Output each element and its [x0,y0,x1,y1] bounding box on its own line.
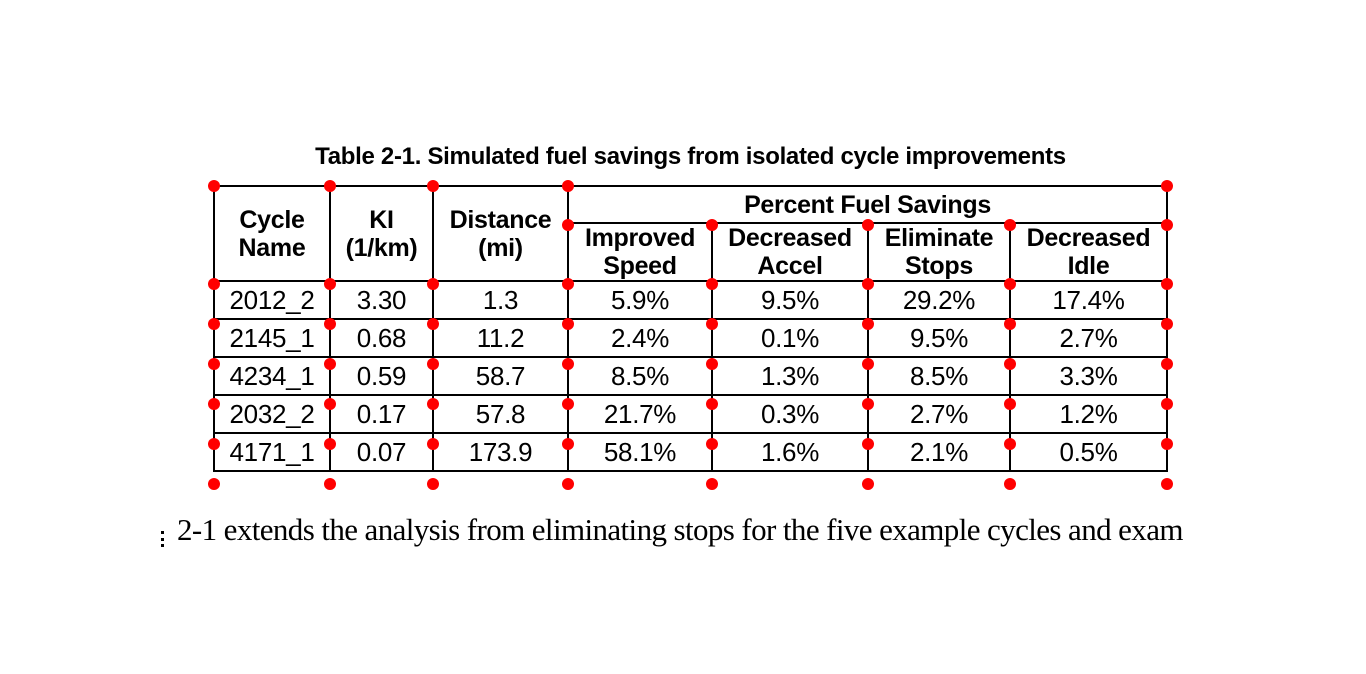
table-cell: 2032_2 [213,394,331,434]
corner-dot [324,478,336,490]
table-cell: 58.1% [567,432,713,472]
table-cell: 3.3% [1009,356,1168,396]
col-header-cycle-name: Cycle Name [213,185,331,282]
col-header-percent-fuel-savings: Percent Fuel Savings [567,185,1168,224]
table-row: 2032_2 0.17 57.8 21.7% 0.3% 2.7% 1.2% [213,394,1168,434]
table-cell: 9.5% [867,318,1011,358]
table-body: 2012_2 3.30 1.3 5.9% 9.5% 29.2% 17.4% 2145_1 0.6… [213,280,1168,472]
table-cell: 4234_1 [213,356,331,396]
col-header-eliminate-stops: Eliminate Stops [867,222,1011,282]
table-row: 4171_1 0.07 173.9 58.1% 1.6% 2.1% 0.5% [213,432,1168,472]
table-cell: 8.5% [567,356,713,396]
header-row-sub: Improved Speed Decreased Accel Eliminate… [214,222,1168,282]
fuel-savings-table: Cycle Name KI (1/km) Distance (mi) Perce… [213,185,1168,472]
col-header-improved-speed: Improved Speed [567,222,713,282]
table-cell: 2.7% [1009,318,1168,358]
table-cell: 0.5% [1009,432,1168,472]
table-row: 2012_2 3.30 1.3 5.9% 9.5% 29.2% 17.4% [213,280,1168,320]
table-cell: 0.07 [329,432,434,472]
table-cell: 2.7% [867,394,1011,434]
table-cell: 0.17 [329,394,434,434]
col-header-decreased-accel: Decreased Accel [711,222,869,282]
corner-dot [1004,478,1016,490]
table-cell: 21.7% [567,394,713,434]
table-row: 4234_1 0.59 58.7 8.5% 1.3% 8.5% 3.3% [213,356,1168,396]
table-cell: 2145_1 [213,318,331,358]
corner-dot [862,478,874,490]
clipped-character-fragment [161,531,164,547]
table-cell: 1.2% [1009,394,1168,434]
table-cell: 58.7 [432,356,569,396]
corner-dot [427,478,439,490]
table-cell: 3.30 [329,280,434,320]
corner-dot [1161,478,1173,490]
table-cell: 0.68 [329,318,434,358]
table-cell: 57.8 [432,394,569,434]
table-cell: 1.6% [711,432,869,472]
col-header-decreased-idle: Decreased Idle [1009,222,1168,282]
table-row: 2145_1 0.68 11.2 2.4% 0.1% 9.5% 2.7% [213,318,1168,358]
table-cell: 2012_2 [213,280,331,320]
corner-dot [208,478,220,490]
table-cell: 4171_1 [213,432,331,472]
body-text-fragment: 2-1 extends the analysis from eliminatin… [177,512,1183,547]
table-cell: 0.3% [711,394,869,434]
table-cell: 29.2% [867,280,1011,320]
table-cell: 0.1% [711,318,869,358]
table-cell: 8.5% [867,356,1011,396]
table-cell: 0.59 [329,356,434,396]
header-row-group: Cycle Name KI (1/km) Distance (mi) Perce… [213,185,1168,282]
table-cell: 1.3 [432,280,569,320]
table-cell: 17.4% [1009,280,1168,320]
col-header-ki: KI (1/km) [329,185,434,282]
table-cell: 2.4% [567,318,713,358]
table-caption: Table 2-1. Simulated fuel savings from i… [315,143,1066,170]
table-cell: 2.1% [867,432,1011,472]
table-cell: 1.3% [711,356,869,396]
table-cell: 11.2 [432,318,569,358]
col-header-distance: Distance (mi) [432,185,569,282]
table-cell: 9.5% [711,280,869,320]
table-header: Cycle Name KI (1/km) Distance (mi) Perce… [213,185,1168,282]
corner-dot [562,478,574,490]
corner-dot [706,478,718,490]
table-cell: 5.9% [567,280,713,320]
table-cell: 173.9 [432,432,569,472]
